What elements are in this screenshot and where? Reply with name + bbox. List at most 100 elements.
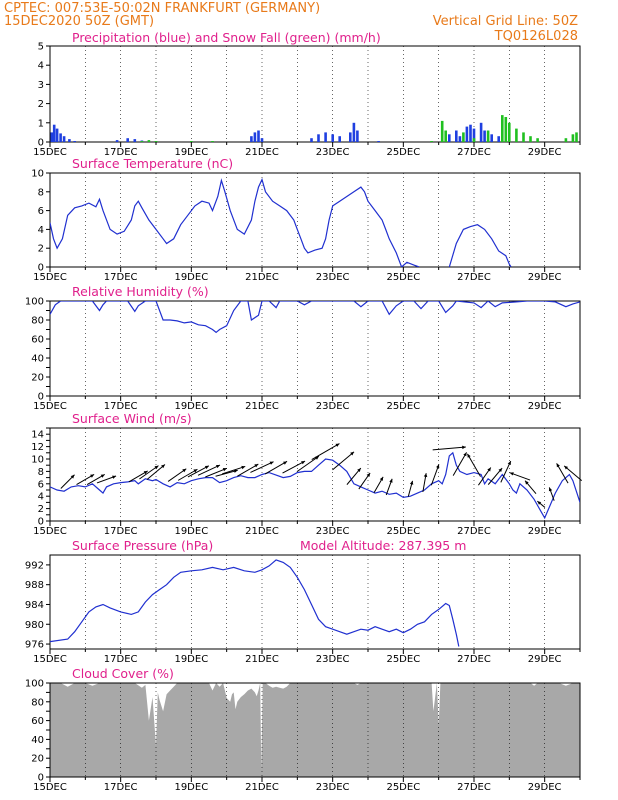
precip-bar-blue bbox=[59, 133, 62, 142]
precip-xtick-label: 25DEC bbox=[386, 147, 420, 158]
cloud-xtick-label: 27DEC bbox=[457, 782, 491, 793]
wind-arrow-head bbox=[366, 473, 371, 477]
wind-arrow-head bbox=[409, 480, 414, 485]
wind-ytick-label: 14 bbox=[31, 430, 44, 441]
precip-bar-blue bbox=[50, 132, 54, 142]
rh-panel: Relative Humidity (%) 0 20 40 60 80 100 15DEC 17… bbox=[25, 284, 581, 412]
rh-ytick-label: 80 bbox=[31, 316, 44, 327]
wind-arrow-head bbox=[154, 465, 159, 470]
wind-arrow-head bbox=[90, 474, 95, 478]
precip-bar-green bbox=[140, 141, 144, 142]
pressure-xtick-label: 29DEC bbox=[528, 654, 562, 665]
wind-xtick-label: 25DEC bbox=[386, 526, 420, 537]
wind-arrow bbox=[296, 455, 320, 473]
wind-arrow bbox=[146, 464, 166, 480]
wind-arrow bbox=[563, 465, 583, 482]
wind-arrow-head bbox=[463, 452, 467, 457]
wind-arrow-head bbox=[143, 471, 148, 475]
precip-bar-blue bbox=[356, 130, 359, 142]
cloud-ytick-label: 100 bbox=[25, 679, 44, 690]
wind-arrow-head bbox=[269, 461, 274, 465]
precip-bar-blue bbox=[465, 126, 469, 142]
wind-arrow-head bbox=[350, 451, 354, 456]
wind-arrow-head bbox=[161, 464, 165, 469]
wind-arrow-head bbox=[112, 475, 117, 479]
precip-ytick-label: 0 bbox=[38, 138, 44, 149]
temp-ytick-label: 8 bbox=[38, 187, 44, 198]
pressure-ytick-label: 992 bbox=[25, 560, 44, 571]
cloud-ytick-label: 80 bbox=[31, 697, 44, 708]
precip-bar-blue bbox=[133, 139, 137, 142]
wind-xtick-label: 19DEC bbox=[174, 526, 208, 537]
pressure-frame bbox=[49, 554, 581, 650]
temp-xtick-label: 27DEC bbox=[457, 272, 491, 283]
cloud-xtick-label: 21DEC bbox=[245, 782, 279, 793]
wind-title: Surface Wind (m/s) bbox=[72, 411, 192, 426]
wind-arrow bbox=[432, 446, 466, 451]
precip-ytick-label: 2 bbox=[38, 99, 44, 110]
wind-ytick-label: 6 bbox=[38, 479, 44, 490]
wind-arrow bbox=[187, 465, 210, 478]
header-line1: CPTEC: 007:53E-50:02N FRANKFURT (GERMANY… bbox=[4, 1, 320, 16]
precip-bar-blue bbox=[260, 138, 264, 142]
cloud-xtick-label: 25DEC bbox=[386, 782, 420, 793]
temp-xtick-label: 17DEC bbox=[104, 272, 138, 283]
cloud-panel: Cloud Cover (%) 0 20 40 60 80 100 15DEC 17DEC 19D… bbox=[25, 666, 581, 793]
wind-ytick-label: 0 bbox=[38, 517, 44, 528]
pressure-xtick-label: 21DEC bbox=[245, 654, 279, 665]
cloud-xtick-label: 23DEC bbox=[316, 782, 350, 793]
precip-bar-blue bbox=[257, 130, 260, 142]
precip-frame bbox=[49, 45, 581, 143]
rh-xtick-label: 15DEC bbox=[33, 401, 67, 412]
temp-ytick-label: 2 bbox=[38, 244, 44, 255]
wind-arrow-head bbox=[222, 468, 227, 472]
rh-xtick-label: 25DEC bbox=[386, 401, 420, 412]
precip-bar-green bbox=[472, 138, 476, 142]
precip-bar-green bbox=[522, 132, 525, 142]
wind-arrow bbox=[556, 463, 569, 484]
header-grid-line: Vertical Grid Line: 50Z bbox=[433, 14, 578, 29]
wind-arrow-head bbox=[182, 468, 187, 473]
rh-xtick-label: 29DEC bbox=[528, 401, 562, 412]
wind-arrow bbox=[237, 463, 259, 477]
temp-xtick-label: 15DEC bbox=[33, 272, 67, 283]
header-date: 15DEC2020 50Z (GMT) bbox=[4, 14, 154, 29]
rh-ytick-label: 60 bbox=[31, 335, 44, 346]
wind-arrow-head bbox=[509, 472, 514, 476]
wind-xtick-label: 15DEC bbox=[33, 526, 67, 537]
cloud-ytick-label: 20 bbox=[31, 754, 44, 765]
wind-xtick-label: 17DEC bbox=[104, 526, 138, 537]
wind-arrow bbox=[222, 465, 246, 475]
precip-bar-blue bbox=[55, 128, 59, 142]
cloud-xtick-label: 19DEC bbox=[174, 782, 208, 793]
precip-bar-green bbox=[515, 128, 518, 142]
precip-bar-blue bbox=[490, 134, 493, 142]
cloud-title: Cloud Cover (%) bbox=[72, 666, 174, 681]
precip-bar-blue bbox=[455, 130, 458, 142]
precip-bar-green bbox=[430, 141, 433, 142]
wind-arrow-head bbox=[233, 469, 238, 473]
pressure-xtick-label: 27DEC bbox=[457, 654, 491, 665]
wind-arrow-head bbox=[436, 464, 440, 469]
precip-ytick-label: 5 bbox=[38, 42, 44, 53]
wind-arrow bbox=[205, 467, 227, 478]
precip-xtick-label: 21DEC bbox=[245, 147, 279, 158]
precip-bar-blue bbox=[317, 134, 320, 142]
rh-ytick-label: 40 bbox=[31, 354, 44, 365]
temp-line-2 bbox=[448, 224, 512, 267]
wind-arrow-head bbox=[462, 445, 466, 450]
precip-bar-blue bbox=[331, 134, 334, 142]
wind-arrow bbox=[264, 460, 288, 475]
precip-bar-blue bbox=[352, 122, 356, 142]
precip-bar-green bbox=[444, 130, 447, 142]
temp-ytick-label: 6 bbox=[38, 206, 44, 217]
wind-arrow-head bbox=[301, 461, 306, 465]
temp-xtick-label: 19DEC bbox=[174, 272, 208, 283]
precip-xtick-label: 23DEC bbox=[316, 147, 350, 158]
precip-panel: Precipitation (blue) and Snow Fall (gree… bbox=[33, 30, 581, 158]
precip-bar-green bbox=[571, 134, 575, 142]
wind-arrow-head bbox=[556, 463, 560, 468]
wind-frame bbox=[49, 427, 581, 522]
wind-arrow-head bbox=[100, 474, 105, 478]
